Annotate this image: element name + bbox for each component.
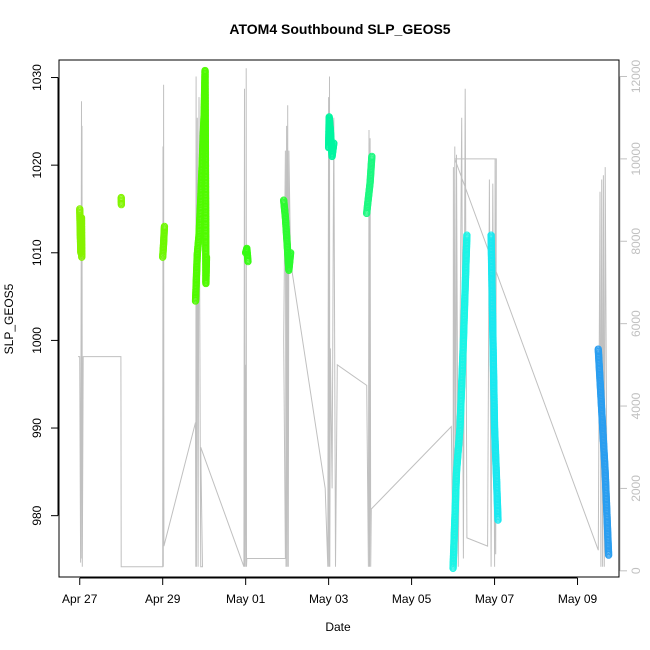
x-tick-label: May 01 [226,592,266,606]
y2-tick-label: 2000 [629,475,643,502]
series-8 [362,152,376,218]
data-point [160,222,169,231]
series-4 [191,66,211,305]
series-1 [76,205,86,261]
y-tick-label: 1010 [30,239,44,266]
series-11 [594,345,613,559]
data-point [330,139,338,147]
x-tick-label: May 07 [475,592,515,606]
y2-tick-label: 8000 [629,228,643,255]
data-point [494,516,502,524]
y-tick-label: 980 [30,505,44,525]
series-7 [324,113,338,161]
x-tick-label: May 05 [392,592,432,606]
y-tick-label: 1030 [30,64,44,91]
series-2 [117,193,126,209]
y-axis: 980 990 1000 1010 1020 1030 [30,64,59,526]
y2-tick-label: 0 [629,567,643,574]
data-point [244,257,252,266]
data-point [463,231,471,239]
data-point [368,152,376,161]
y2-tick-label: 4000 [629,392,643,419]
plot-frame [58,59,620,578]
y2-tick-label: 10000 [629,142,643,176]
x-tick-label: Apr 27 [62,592,98,606]
chart-title: ATOM4 Southbound SLP_GEOS5 [229,21,450,37]
x-axis-label: Date [325,620,351,634]
data-point [202,253,211,261]
series-5 [241,244,252,266]
data-points-layer [76,66,613,572]
x-axis: Apr 27 Apr 29 May 01 May 03 May 05 May 07 May … [62,577,598,606]
x-tick-label: May 03 [309,592,349,606]
data-point [604,551,613,559]
y-tick-label: 1020 [30,151,44,178]
data-point [286,249,295,257]
y2-tick-label: 6000 [629,310,643,337]
secondary-series-layer [78,68,608,568]
series-9 [449,231,471,572]
y-tick-label: 990 [30,418,44,438]
data-point [78,253,86,261]
data-point [117,200,126,209]
y-tick-label: 1000 [30,327,44,354]
x-tick-label: Apr 29 [145,592,181,606]
y-axis-label: SLP_GEOS5 [2,283,16,354]
secondary-series-line [78,68,608,568]
secondary-y-axis: 0 2000 4000 6000 8000 10000 12000 [619,59,643,574]
series-6 [279,196,295,275]
series-3 [159,222,169,261]
y2-tick-label: 12000 [629,59,643,93]
x-tick-label: May 09 [558,592,598,606]
series-10 [487,231,502,524]
